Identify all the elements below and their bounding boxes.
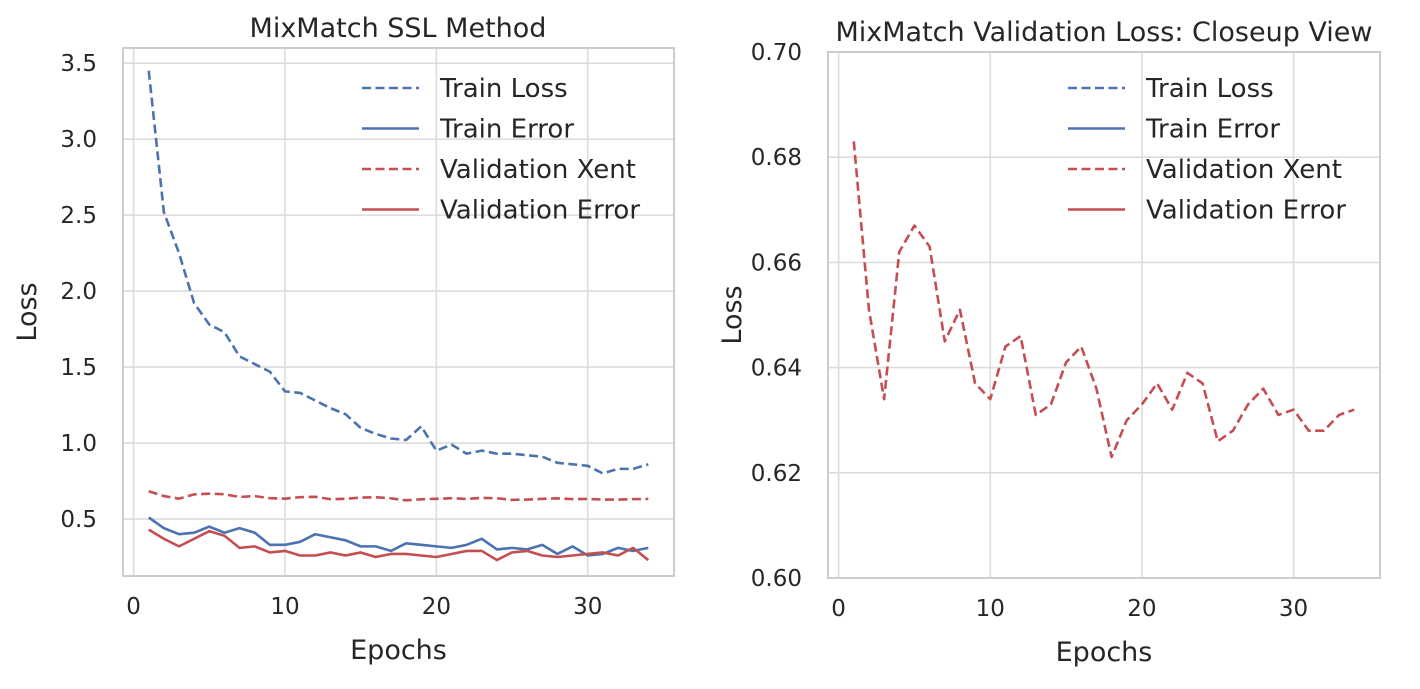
x-tick-label: 0 bbox=[126, 594, 141, 620]
plot-frame bbox=[122, 47, 675, 577]
y-tick-label: 2.0 bbox=[60, 279, 97, 305]
y-axis-label: Loss bbox=[717, 285, 748, 344]
legend-label: Train Loss bbox=[1145, 74, 1274, 104]
legend-label: Validation Error bbox=[440, 196, 640, 226]
legend: Train Loss Train Error Validation Xent Vali… bbox=[362, 74, 640, 226]
chart-panel-1: 0.5 1.0 1.5 2.0 2.5 3.0 3.5 0 10 20 30 MixMatch SSL… bbox=[12, 13, 675, 666]
series-line-validation-xent bbox=[852, 141, 1355, 459]
y-tick-label: 0.5 bbox=[60, 507, 97, 533]
x-axis-label: Epochs bbox=[350, 635, 447, 666]
y-tick-label: 3.5 bbox=[60, 51, 97, 77]
y-tick-label: 1.5 bbox=[60, 355, 97, 381]
legend-label: Validation Xent bbox=[1146, 155, 1342, 185]
y-tick-label: 0.66 bbox=[751, 250, 802, 276]
x-axis-label: Epochs bbox=[1056, 637, 1153, 668]
series-group bbox=[852, 141, 1355, 459]
x-tick-label: 30 bbox=[1279, 596, 1308, 622]
chart-title: MixMatch Validation Loss: Closeup View bbox=[835, 17, 1372, 48]
y-tick-label: 0.62 bbox=[751, 461, 802, 487]
x-tick-label: 0 bbox=[831, 596, 846, 622]
y-axis-label: Loss bbox=[12, 282, 43, 341]
series-group bbox=[147, 70, 650, 562]
series-line-validation-error bbox=[148, 528, 650, 562]
x-tick-label: 20 bbox=[1127, 596, 1156, 622]
y-tick-label: 1.0 bbox=[60, 431, 97, 457]
y-tick-label: 0.68 bbox=[751, 145, 802, 171]
series-line-validation-xent bbox=[148, 489, 649, 502]
x-tick-label: 20 bbox=[422, 594, 451, 620]
y-tick-label: 0.64 bbox=[751, 356, 802, 382]
series-line-train-loss bbox=[147, 70, 649, 475]
y-tick-label: 0.70 bbox=[751, 40, 802, 66]
plot-frame bbox=[827, 51, 1381, 579]
legend-label: Validation Xent bbox=[440, 155, 636, 185]
chart-title: MixMatch SSL Method bbox=[250, 13, 547, 44]
y-tick-label: 2.5 bbox=[60, 203, 97, 229]
chart-panel-2: 0.60 0.62 0.64 0.66 0.68 0.70 0 10 20 30 MixMatch … bbox=[717, 17, 1381, 668]
legend-label: Train Error bbox=[1145, 115, 1280, 145]
series-line-train-error bbox=[147, 516, 649, 557]
x-tick-label: 10 bbox=[976, 596, 1005, 622]
y-tick-label: 3.0 bbox=[60, 127, 97, 153]
legend: Train Loss Train Error Validation Xent Vali… bbox=[1068, 74, 1346, 226]
x-tick-label: 10 bbox=[270, 594, 299, 620]
legend-label: Train Error bbox=[439, 115, 574, 145]
legend-label: Validation Error bbox=[1146, 196, 1346, 226]
x-tick-label: 30 bbox=[573, 594, 602, 620]
legend-label: Train Loss bbox=[439, 74, 568, 104]
y-tick-label: 0.60 bbox=[751, 566, 802, 592]
